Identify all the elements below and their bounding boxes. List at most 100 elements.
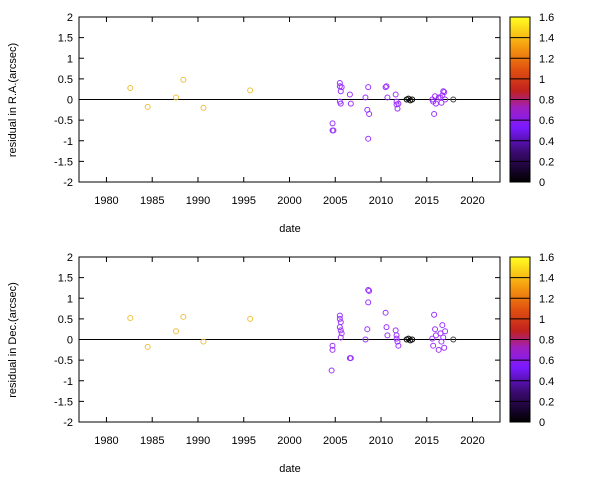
ra-data-point (329, 120, 336, 127)
ra-colorbar-tick-label: 0.2 (539, 156, 554, 168)
ra-data-point (365, 135, 372, 142)
ra-y-tick-label: 2 (67, 12, 73, 24)
ra-colorbar-tick-label: 0.8 (539, 95, 554, 107)
ra-x-tick-label: 1980 (94, 195, 118, 207)
dec-data-point (362, 336, 369, 343)
dec-y-ticks: -2 -1.5 -1 -0.5 0 0.5 1 1.5 2 (54, 252, 500, 429)
ra-colorbar-tick-label: 1.2 (539, 53, 554, 65)
dec-data-point (200, 338, 207, 345)
ra-x-ticks: 1980 1985 1990 1995 2000 2005 2010 2015 2020 (94, 17, 485, 207)
ra-data-point (439, 92, 446, 99)
dec-colorbar-tick-label: 0.8 (539, 335, 554, 347)
dec-data-point (180, 313, 187, 320)
ra-y-tick-label: -2 (63, 177, 73, 189)
ra-data-point (409, 96, 416, 103)
dec-y-axis-label: residual in Dec.(arcsec) (7, 282, 19, 398)
dec-x-tick-label: 2000 (277, 435, 301, 447)
dec-x-tick-label: 1980 (94, 435, 118, 447)
dec-data-point (409, 336, 416, 343)
dec-data-point (127, 315, 134, 322)
ra-data-point (347, 100, 354, 107)
dec-data-point (435, 346, 442, 353)
dec-data-point (450, 336, 457, 343)
dec-colorbar: 0 0.2 0.4 0.6 0.8 1 1.2 1.4 1.6 (509, 252, 554, 429)
ra-colorbar: 0 0.2 0.4 0.6 0.8 1 1.2 1.4 1.6 (509, 12, 554, 189)
dec-y-tick-label: -2 (63, 417, 73, 429)
ra-y-tick-label: 0.5 (58, 74, 73, 86)
ra-data-point (173, 94, 180, 101)
ra-y-tick-label: 1.5 (58, 33, 73, 45)
ra-x-tick-label: 1995 (231, 195, 255, 207)
dec-y-tick-label: 2 (67, 252, 73, 264)
ra-x-tick-label: 2010 (369, 195, 393, 207)
ra-points (127, 76, 457, 142)
dec-y-tick-label: -0.5 (54, 355, 73, 367)
ra-data-point (180, 76, 187, 83)
dec-data-point (429, 335, 436, 342)
panel-dec: -2 -1.5 -1 -0.5 0 0.5 1 1.5 2 1980 1985 1990 1995 20… (7, 252, 554, 475)
dec-data-point (383, 324, 390, 331)
ra-data-point (432, 93, 439, 100)
dec-colorbar-tick-label: 1.6 (539, 252, 554, 264)
dec-data-point (337, 334, 344, 341)
dec-data-point (442, 328, 449, 335)
dec-data-point (384, 332, 391, 339)
ra-y-tick-label: 0 (67, 95, 73, 107)
dec-x-tick-label: 1985 (140, 435, 164, 447)
ra-y-tick-label: -1 (63, 136, 73, 148)
ra-data-point (450, 96, 457, 103)
dec-data-point (247, 315, 254, 322)
dec-data-point (365, 299, 372, 306)
dec-y-tick-label: -1 (63, 376, 73, 388)
ra-x-tick-label: 1985 (140, 195, 164, 207)
ra-data-point (432, 100, 439, 107)
dec-x-tick-label: 2020 (460, 435, 484, 447)
dec-data-point (365, 287, 372, 293)
ra-x-tick-label: 2020 (460, 195, 484, 207)
dec-data-point (432, 326, 439, 333)
dec-data-point (329, 346, 336, 353)
ra-y-axis-label: residual in R.A.(arcsec) (7, 43, 19, 157)
dec-data-point (336, 315, 343, 322)
ra-colorbar-tick-label: 0 (539, 177, 545, 189)
dec-data-point (173, 328, 180, 335)
dec-data-point (441, 344, 448, 351)
dec-data-point (336, 324, 343, 331)
ra-y-tick-label: 1 (67, 53, 73, 65)
ra-data-point (200, 104, 207, 111)
ra-x-tick-label: 1990 (186, 195, 210, 207)
dec-colorbar-tick-label: 1 (539, 314, 545, 326)
dec-y-tick-label: 0.5 (58, 314, 73, 326)
dec-data-point (431, 311, 438, 318)
ra-data-point (392, 91, 399, 98)
dec-x-tick-label: 1995 (231, 435, 255, 447)
dec-data-point (395, 342, 402, 349)
ra-data-point (337, 100, 344, 107)
dec-points (127, 287, 457, 374)
dec-data-point (405, 335, 412, 342)
ra-data-point (440, 88, 447, 95)
ra-data-point (362, 94, 369, 101)
ra-data-point (405, 95, 412, 102)
dec-colorbar-tick-label: 0.6 (539, 355, 554, 367)
dec-data-point (440, 334, 447, 341)
ra-y-ticks: -2 -1.5 -1 -0.5 0 0.5 1 1.5 2 (54, 12, 500, 189)
dec-x-axis-label: date (279, 463, 300, 475)
dec-data-point (430, 342, 437, 349)
ra-data-point (144, 103, 151, 110)
ra-data-point (395, 100, 402, 107)
dec-data-point (347, 355, 354, 362)
dec-colorbar-tick-label: 0.2 (539, 396, 554, 408)
ra-data-point (247, 87, 254, 94)
dec-colorbar-tick-label: 0 (539, 417, 545, 429)
ra-colorbar-tick-label: 0.6 (539, 115, 554, 127)
dec-data-point (144, 343, 151, 350)
dec-data-point (336, 312, 343, 319)
dec-x-tick-label: 2010 (369, 435, 393, 447)
ra-y-tick-label: -1.5 (54, 156, 73, 168)
ra-data-point (384, 94, 391, 101)
dec-x-tick-label: 2015 (415, 435, 439, 447)
ra-data-point (346, 91, 353, 98)
ra-colorbar-tick-label: 1.4 (539, 33, 554, 45)
ra-data-point (127, 84, 134, 91)
